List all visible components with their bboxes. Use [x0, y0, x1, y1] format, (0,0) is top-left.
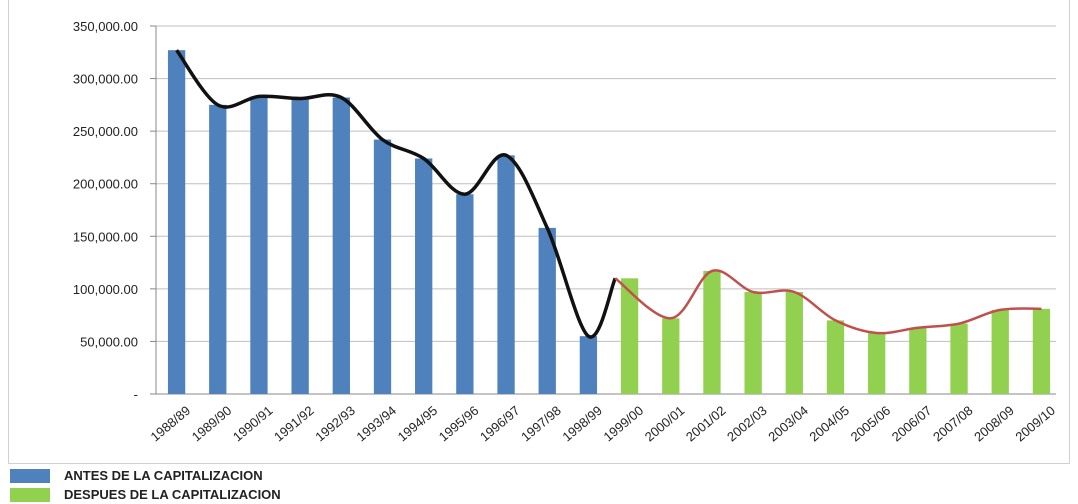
x-tick-label: 2008/09 [971, 403, 1017, 445]
x-tick-label: 2009/10 [1012, 403, 1058, 445]
bar-despues [950, 323, 968, 394]
trend-line-antes [175, 49, 617, 339]
x-tick-label: 1996/97 [477, 403, 523, 445]
y-tick-label: 250,000.00 [73, 124, 138, 139]
legend-label-antes: ANTES DE LA CAPITALIZACION [64, 468, 263, 483]
bar-despues [1032, 308, 1051, 394]
bar-despues [909, 327, 927, 394]
y-tick-label: 300,000.00 [73, 72, 138, 87]
bar-despues [744, 292, 762, 394]
x-tick-label: 1989/90 [189, 403, 235, 445]
bar-despues [785, 292, 803, 394]
x-tick-label: 1998/99 [559, 403, 605, 445]
y-tick-label: 350,000.00 [73, 19, 138, 34]
bar-despues [868, 333, 886, 394]
bar-despues [662, 318, 680, 394]
x-tick-label: 1999/00 [601, 403, 647, 445]
x-tick-label: 1995/96 [436, 403, 482, 445]
x-tick-label: 2001/02 [683, 403, 729, 445]
bar-antes [209, 104, 227, 394]
x-tick-label: 2004/05 [806, 403, 852, 445]
x-tick-label: 1990/91 [230, 403, 276, 445]
legend-item-despues: DESPUES DE LA CAPITALIZACION [10, 487, 281, 502]
x-tick-label: 2007/08 [930, 403, 976, 445]
bar-antes [373, 139, 392, 394]
x-tick-label: 2002/03 [724, 403, 770, 445]
bar-antes [291, 98, 309, 394]
legend-swatch-despues [10, 487, 50, 502]
bar-antes [167, 50, 186, 394]
bar-antes [332, 97, 350, 395]
legend-swatch-antes [10, 468, 50, 483]
x-tick-label: 2006/07 [889, 403, 935, 445]
x-tick-label: 1988/89 [148, 403, 194, 445]
x-tick-label: 2005/06 [848, 403, 894, 445]
x-tick-label: 1993/94 [353, 403, 399, 445]
bar-despues [991, 309, 1009, 394]
bar-antes [415, 158, 433, 394]
x-tick-label: 2000/01 [642, 403, 688, 445]
bar-antes [250, 96, 268, 395]
trend-line-despues [614, 269, 1042, 335]
y-tick-label: 50,000.00 [80, 334, 138, 349]
bar-despues [620, 278, 639, 394]
bar-antes [579, 336, 598, 394]
x-tick-label: 2003/04 [765, 403, 811, 445]
x-tick-label: 1991/92 [271, 403, 317, 445]
y-tick-label: 150,000.00 [73, 229, 138, 244]
chart-plot: 350,000.00 300,000.00 250,000.00 200,000.00… [73, 19, 1058, 445]
x-tick-label: 1994/95 [395, 403, 441, 445]
bar-antes [497, 155, 515, 394]
legend-label-despues: DESPUES DE LA CAPITALIZACION [64, 487, 281, 502]
bar-despues [826, 320, 845, 394]
bar-antes [456, 194, 474, 394]
bar-despues [703, 270, 721, 394]
y-tick-label: 200,000.00 [73, 177, 138, 192]
legend-item-antes: ANTES DE LA CAPITALIZACION [10, 468, 263, 483]
y-tick-label: - [134, 387, 138, 402]
x-tick-label: 1992/93 [312, 403, 358, 445]
x-tick-label: 1997/98 [518, 403, 564, 445]
chart-frame [8, 0, 1070, 464]
bar-antes [538, 227, 556, 394]
y-tick-label: 100,000.00 [73, 282, 138, 297]
